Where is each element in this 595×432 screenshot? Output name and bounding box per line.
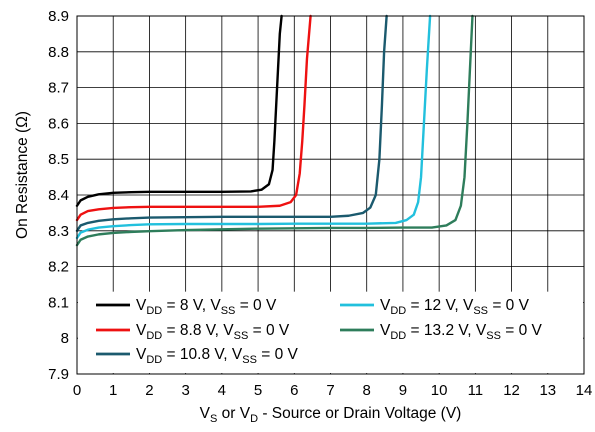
- series-line-2: [75, 14, 312, 222]
- x-tick-label: 13: [539, 382, 556, 399]
- legend-label-5: VDD = 13.2 V, VSS = 0 V: [380, 322, 543, 342]
- x-tick-label: 9: [399, 382, 407, 399]
- y-tick-label: 8.8: [48, 44, 69, 61]
- legend-label-4: VDD = 12 V, VSS = 0 V: [380, 297, 530, 317]
- x-tick-label: 10: [431, 382, 448, 399]
- y-tick-label: 8: [61, 330, 69, 347]
- legend-label-1: VDD = 8 V, VSS = 0 V: [136, 297, 277, 317]
- y-tick-labels: 7.9 8 8.1 8.2 8.3 8.4 8.5 8.6 8.7 8.8 8.9: [48, 8, 69, 383]
- y-tick-label: 8.9: [48, 8, 69, 25]
- x-tick-label: 12: [503, 382, 520, 399]
- y-tick-label: 8.4: [48, 187, 69, 204]
- legend-label-2: VDD = 8.8 V, VSS = 0 V: [136, 322, 290, 342]
- x-tick-label: 0: [73, 382, 81, 399]
- plot-frame: [76, 15, 585, 375]
- series-layer: [75, 14, 474, 247]
- x-tick-label: 1: [109, 382, 117, 399]
- y-tick-label: 8.1: [48, 294, 69, 311]
- series-line-3: [75, 14, 388, 232]
- x-tick-label: 2: [145, 382, 153, 399]
- legend: VDD = 8 V, VSS = 0 V VDD = 8.8 V, VSS = 0…: [96, 297, 543, 366]
- y-tick-label: 8.7: [48, 80, 69, 97]
- y-tick-label: 7.9: [48, 366, 69, 383]
- x-tick-label: 6: [290, 382, 298, 399]
- legend-box: [78, 291, 583, 373]
- series-line-5: [75, 14, 474, 247]
- x-axis-title: VS or VD - Source or Drain Voltage (V): [200, 405, 462, 425]
- series-line-4: [75, 14, 432, 240]
- x-tick-label: 14: [576, 382, 593, 399]
- legend-label-3: VDD = 10.8 V, VSS = 0 V: [136, 346, 299, 366]
- x-tick-labels: 0 1 2 3 4 5 6 7 8 9 10 11 12 13 14: [73, 382, 593, 399]
- x-tick-label: 5: [254, 382, 262, 399]
- y-tick-label: 8.5: [48, 151, 69, 168]
- x-tick-label: 11: [468, 382, 484, 399]
- y-tick-label: 8.6: [48, 115, 69, 132]
- x-tick-label: 3: [181, 382, 189, 399]
- y-tick-label: 8.3: [48, 223, 69, 240]
- y-tick-label: 8.2: [48, 259, 69, 276]
- x-tick-label: 7: [326, 382, 334, 399]
- x-tick-label: 8: [363, 382, 371, 399]
- y-axis-title: On Resistance (Ω): [14, 111, 31, 239]
- x-tick-label: 4: [218, 382, 226, 399]
- series-line-1: [75, 14, 283, 207]
